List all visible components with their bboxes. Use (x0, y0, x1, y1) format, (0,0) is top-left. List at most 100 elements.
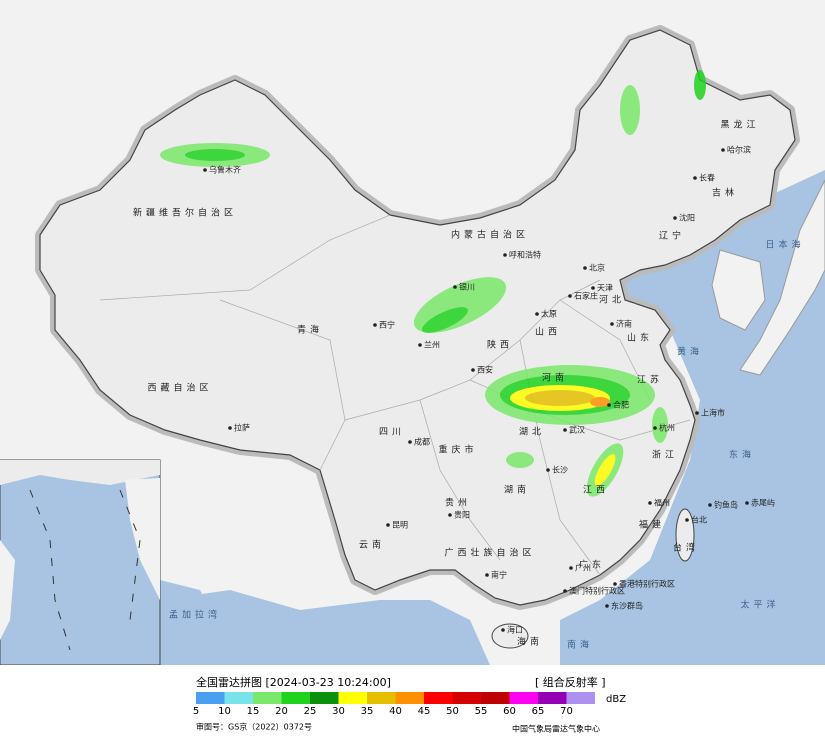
region-label: 海南 (517, 636, 543, 648)
bay-of-bengal (160, 580, 240, 665)
taiwan (675, 508, 695, 562)
echo (422, 307, 468, 333)
region-label: 河北 (599, 294, 625, 306)
city-dot (203, 168, 207, 172)
city-dot (408, 440, 412, 444)
region-label: 新疆维吾尔自治区 (133, 207, 237, 219)
echo (652, 407, 668, 443)
city-dot (695, 411, 699, 415)
region-label: 四川 (379, 428, 405, 438)
region-label: 江西 (583, 485, 609, 496)
echo (694, 70, 706, 100)
sea-label: 黄海 (677, 346, 703, 358)
scale-label: 55 (475, 706, 488, 717)
echo (590, 397, 610, 407)
swatch (367, 692, 396, 704)
city-label: 赤尾屿 (751, 499, 775, 508)
swatch (395, 692, 424, 704)
region-label: 台湾 (673, 542, 699, 554)
city-label: 贵阳 (454, 510, 470, 520)
city-dot (563, 589, 567, 593)
city-label: 呼和浩特 (509, 250, 541, 260)
city-label: 成都 (414, 437, 430, 447)
border (219, 299, 346, 471)
region-label: 青海 (297, 324, 323, 336)
city-dot (373, 323, 377, 327)
city-dot (501, 628, 505, 632)
city-dot (485, 573, 489, 577)
city-dot (591, 286, 595, 290)
scale-label: 10 (218, 706, 231, 717)
city-label: 长春 (699, 173, 715, 183)
sea-label: 日本海 (765, 239, 804, 251)
region-label: 广东 (579, 559, 605, 571)
city-dot (453, 285, 457, 289)
city-label: 石家庄 (574, 291, 598, 301)
scale-label: 25 (304, 706, 317, 717)
city-label: 拉萨 (234, 423, 250, 433)
city-label: 乌鲁木齐 (209, 165, 241, 175)
sea-label: 南海 (567, 639, 593, 651)
swatch (196, 692, 225, 704)
city-dot (648, 501, 652, 505)
city-dot (685, 518, 689, 522)
radar-echoes (160, 70, 706, 497)
scale-label: 5 (193, 706, 199, 717)
sea-label: 孟加拉湾 (169, 609, 221, 621)
inset-land (0, 460, 160, 485)
city-label: 台北 (691, 515, 707, 525)
inset-land (125, 478, 160, 600)
city-label: 北京 (589, 263, 605, 273)
city-dot (607, 403, 611, 407)
city-dot (673, 216, 677, 220)
swatch (509, 692, 538, 704)
scale-label: 65 (532, 706, 545, 717)
city-dot (448, 513, 452, 517)
source: 中国气象局雷达气象中心 (512, 724, 600, 734)
swatch (566, 692, 595, 704)
swatch (253, 692, 282, 704)
region-label: 黑龙江 (720, 119, 759, 131)
region-label: 福建 (639, 519, 665, 531)
scale-label: 45 (418, 706, 431, 717)
city-dot (653, 426, 657, 430)
city-dot (228, 426, 232, 430)
region-label: 西藏自治区 (147, 382, 212, 394)
scale-label: 30 (332, 706, 345, 717)
swatch (338, 692, 367, 704)
city-label: 武汉 (569, 425, 585, 435)
region-label: 浙江 (652, 449, 678, 461)
region-label: 吉林 (712, 187, 738, 199)
sea-label: 东海 (729, 449, 755, 461)
city-label: 东沙群岛 (611, 601, 643, 611)
city-dot (471, 368, 475, 372)
sea-label: 太平洋 (740, 599, 779, 611)
echo (525, 390, 595, 406)
city-dot (569, 566, 573, 570)
city-dot (693, 176, 697, 180)
scale-label: 35 (361, 706, 374, 717)
region-label: 江苏 (637, 374, 663, 386)
city-label: 福州 (654, 499, 670, 508)
city-label: 杭州 (659, 423, 675, 433)
region-label: 广西壮族自治区 (444, 547, 535, 559)
color-scale: 5 10 15 20 25 30 35 40 45 50 55 60 65 70 (193, 692, 595, 717)
city-dot (418, 343, 422, 347)
city-label: 太原 (541, 309, 557, 319)
city-label: 昆明 (392, 521, 408, 530)
city-label: 沈阳 (679, 213, 695, 223)
ocean (160, 170, 825, 665)
border (419, 399, 501, 561)
scale-label: 50 (446, 706, 459, 717)
city-label: 广州 (575, 563, 591, 573)
city-label: 天津 (597, 283, 613, 293)
product: [ 组合反射率 ] (535, 675, 606, 689)
scale-label: 15 (247, 706, 260, 717)
city-label: 香港特别行政区 (619, 579, 675, 589)
city-dot (721, 148, 725, 152)
region-label: 湖北 (519, 427, 545, 438)
japan (739, 179, 825, 376)
city-dot (386, 523, 390, 527)
city-dot (546, 468, 550, 472)
